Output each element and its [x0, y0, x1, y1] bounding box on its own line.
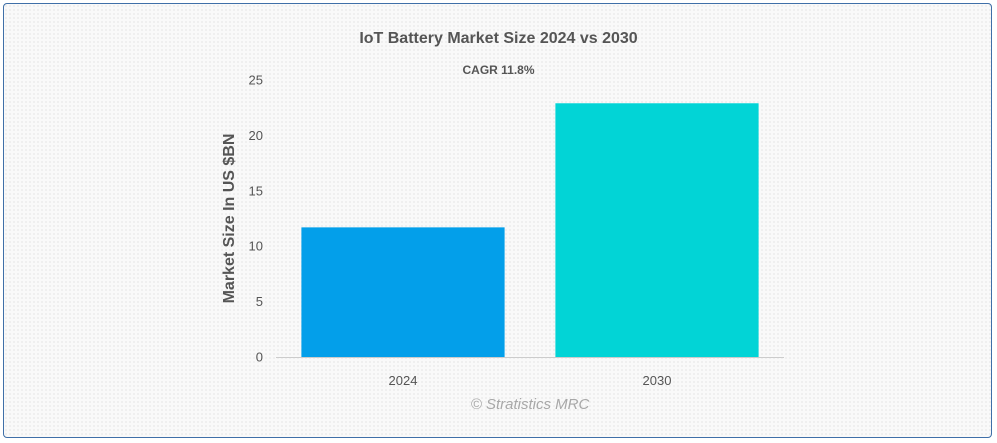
x-tick-label: 2024 — [389, 373, 418, 388]
y-tick-label: 0 — [256, 350, 263, 365]
y-tick-label: 20 — [249, 128, 263, 143]
y-axis-title: Market Size In US $BN — [221, 134, 238, 304]
bar-2024 — [301, 227, 505, 357]
y-tick-label: 5 — [256, 294, 263, 309]
x-axis-ticks: 2024 2030 — [389, 373, 672, 388]
y-tick-label: 10 — [249, 239, 263, 254]
y-tick-label: 25 — [249, 73, 263, 88]
chart-frame — [3, 3, 992, 438]
chart-title: IoT Battery Market Size 2024 vs 2030 — [359, 30, 638, 47]
chart-subtitle: CAGR 11.8% — [462, 63, 535, 77]
x-tick-label: 2030 — [643, 373, 672, 388]
y-tick-label: 15 — [249, 183, 263, 198]
bars — [301, 103, 759, 357]
bar-2030 — [555, 103, 759, 357]
y-axis-ticks: 0 5 10 15 20 25 — [249, 73, 263, 365]
watermark: © Stratistics MRC — [470, 396, 590, 413]
